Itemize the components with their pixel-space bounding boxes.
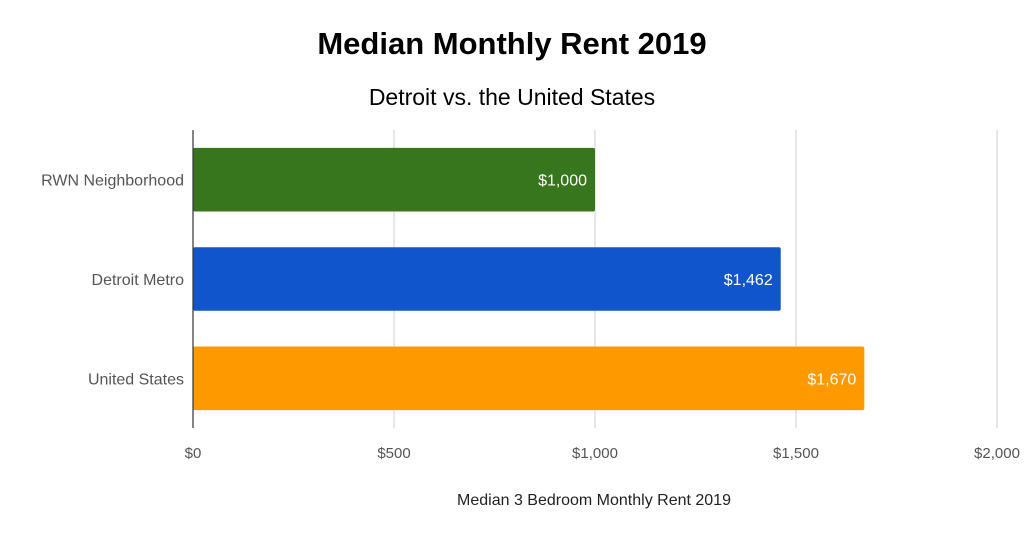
x-axis-title: Median 3 Bedroom Monthly Rent 2019 — [457, 492, 731, 509]
x-tick-labels: $0 $500 $1,000 $1,500 $2,000 — [185, 445, 1020, 462]
category-label: RWN Neighborhood — [41, 173, 184, 190]
data-label: $1,462 — [724, 272, 773, 289]
x-tick-label: $2,000 — [974, 445, 1020, 462]
x-tick-label: $1,500 — [773, 445, 819, 462]
bar — [193, 247, 781, 311]
bars: $1,000 $1,462 $1,670 — [193, 147, 865, 411]
x-tick-label: $1,000 — [572, 445, 618, 462]
category-labels: RWN Neighborhood Detroit Metro United Stat… — [41, 173, 184, 389]
x-tick-label: $500 — [377, 445, 410, 462]
data-label: $1,000 — [538, 173, 587, 190]
category-label: United States — [88, 371, 184, 388]
bar — [193, 346, 865, 411]
chart-subtitle: Detroit vs. the United States — [368, 84, 656, 110]
data-label: $1,670 — [807, 371, 856, 388]
chart-title: Median Monthly Rent 2019 — [317, 26, 707, 61]
x-tick-label: $0 — [185, 445, 202, 462]
bar — [193, 147, 595, 212]
category-label: Detroit Metro — [92, 272, 185, 289]
